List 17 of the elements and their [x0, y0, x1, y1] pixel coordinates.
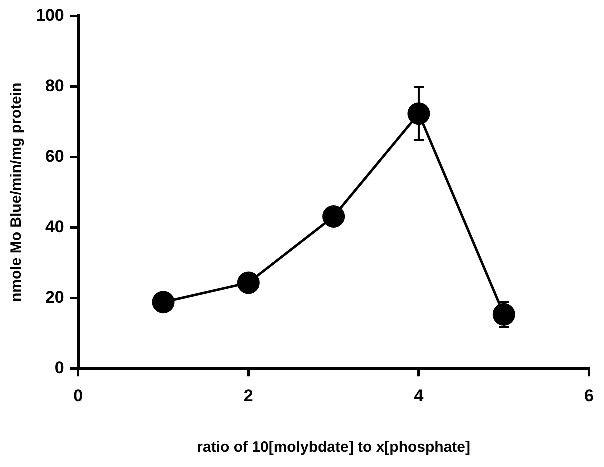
point — [322, 205, 346, 228]
x-tick-label: 4 — [414, 386, 424, 406]
x-axis-title: ratio of 10[molybdate] to x[phosphate] — [197, 439, 470, 456]
y-tick-label: 40 — [45, 217, 64, 236]
y-tick-label: 20 — [45, 288, 64, 307]
y-axis-title: nmole Mo Blue/min/mg protein — [8, 82, 26, 302]
point — [492, 303, 516, 326]
y-tick-label: 0 — [54, 358, 64, 378]
y-tick-label: 100 — [36, 6, 64, 25]
x-tick-label: 0 — [74, 386, 84, 406]
point — [408, 102, 430, 126]
x-tick-label: 2 — [244, 386, 254, 406]
point — [237, 272, 260, 294]
y-tick-label: 60 — [45, 146, 64, 166]
point — [152, 291, 175, 314]
y-tick-label: 80 — [45, 76, 64, 96]
x-tick-label: 6 — [584, 386, 594, 406]
